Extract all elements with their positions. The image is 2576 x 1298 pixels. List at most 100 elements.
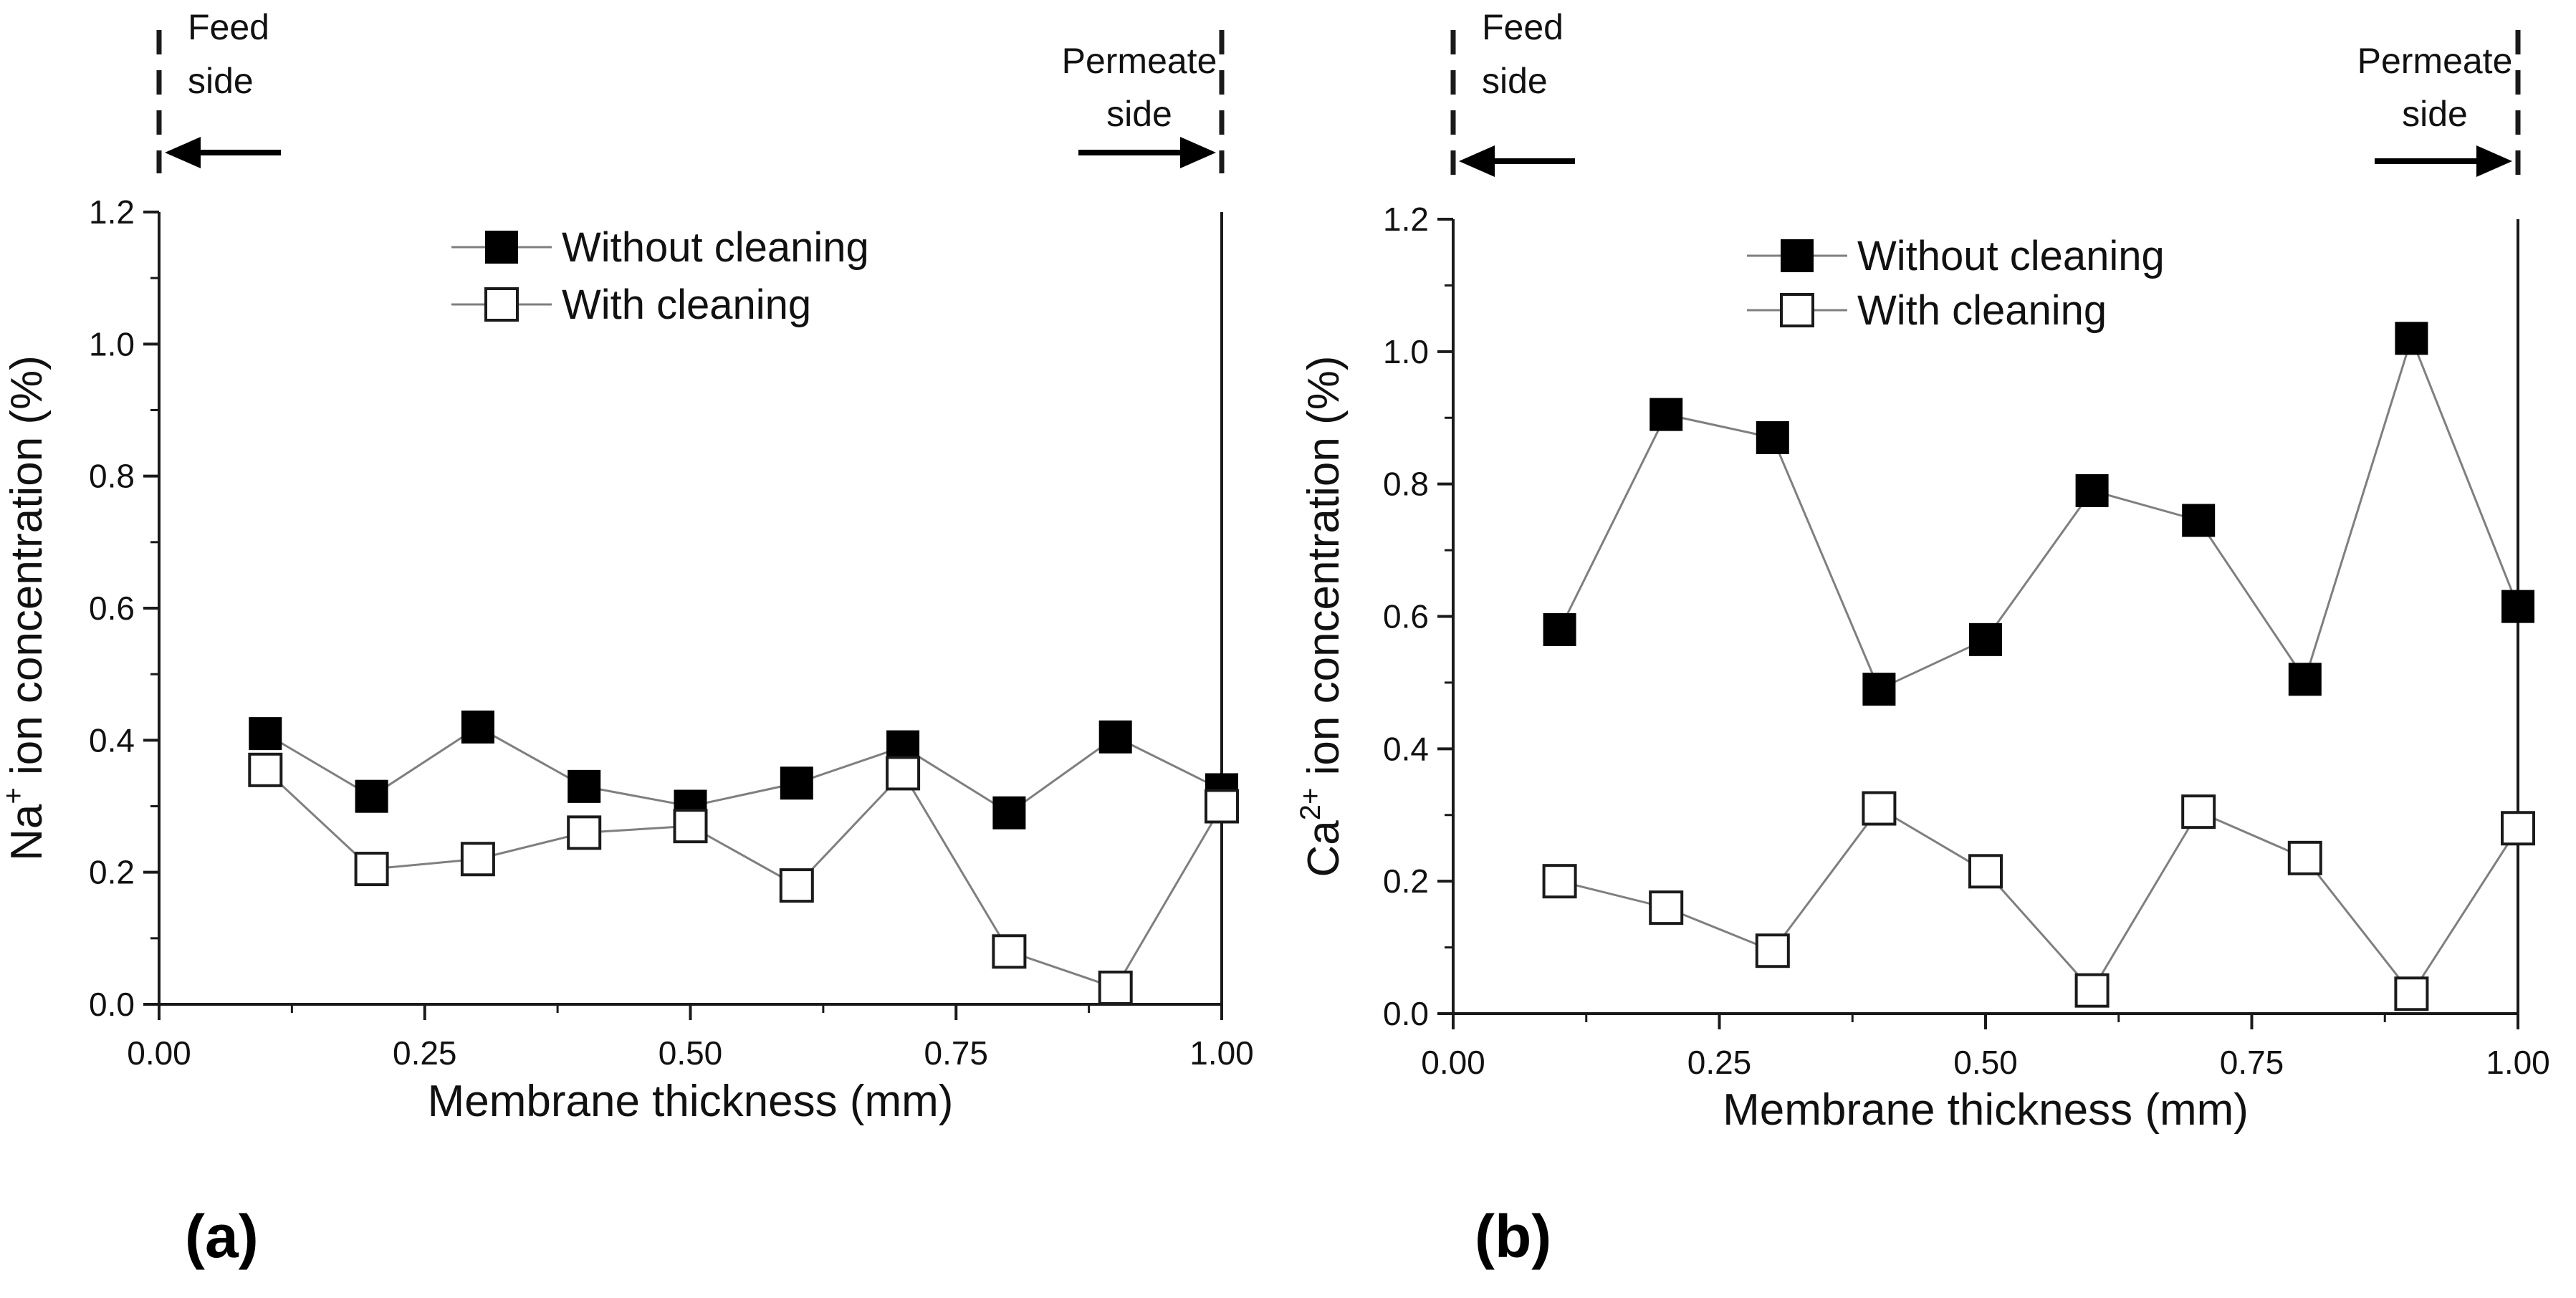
with-cleaning-point [1205, 789, 1239, 824]
x-tick-label: 1.00 [2486, 1044, 2550, 1081]
without-cleaning-point [568, 769, 601, 803]
legend-label: Without cleaning [562, 224, 869, 271]
legend-label: Without cleaning [1857, 233, 2165, 279]
without-cleaning-point [461, 710, 494, 744]
permeate-label-line1: Permeate [1062, 41, 1217, 81]
panel-label: (b) [1475, 1203, 1551, 1270]
feed-label-line2: side [1482, 61, 1548, 101]
with-cleaning-point [460, 842, 495, 877]
with-cleaning-point [2287, 840, 2322, 875]
y-tick-label: 1.2 [1383, 201, 1429, 238]
without-cleaning-point [2182, 504, 2216, 537]
permeate-arrow-right-icon [1180, 137, 1216, 168]
legend-label: With cleaning [1857, 287, 2107, 334]
y-tick-label: 0.4 [1383, 730, 1429, 767]
permeate-arrow-right-icon [2476, 145, 2512, 177]
legend-marker-open-square-icon [1780, 293, 1814, 327]
y-axis-title: Na+ ion concentration (%) [0, 355, 52, 861]
series-line-with-cleaning [264, 769, 1223, 989]
y-axis-title-rest: ion concentration (%) [2, 355, 52, 787]
without-cleaning-point [2288, 663, 2322, 696]
without-cleaning-point [2501, 590, 2534, 623]
with-cleaning-point [567, 815, 602, 850]
y-axis-title-rest: ion concentration (%) [1299, 356, 1349, 788]
without-cleaning-point [2395, 322, 2428, 355]
feed-label-line2: side [188, 61, 254, 101]
with-cleaning-point [779, 868, 814, 903]
y-tick-label: 0.4 [89, 721, 135, 759]
x-tick-label: 0.75 [2220, 1044, 2284, 1081]
with-cleaning-point [1649, 890, 1684, 926]
series-line-with-cleaning [1559, 807, 2519, 996]
feed-arrow-left-icon [1459, 145, 1495, 177]
x-tick-label: 0.00 [127, 1034, 191, 1072]
without-cleaning-point [992, 796, 1026, 830]
without-cleaning-point [355, 779, 388, 813]
without-cleaning-point [249, 717, 282, 751]
legend-label: With cleaning [562, 282, 811, 328]
without-cleaning-point [1756, 420, 1789, 454]
without-cleaning-point [1543, 612, 1576, 646]
legend-marker-filled-square-icon [1781, 239, 1814, 272]
without-cleaning-point [780, 766, 813, 800]
without-cleaning-point [2075, 473, 2109, 507]
y-tick-label: 1.2 [89, 193, 135, 231]
y-tick-label: 0.2 [1383, 862, 1429, 900]
y-axis-title-ion: Na [2, 804, 52, 861]
with-cleaning-point [248, 752, 283, 787]
x-axis-title: Membrane thickness (mm) [1723, 1085, 2249, 1135]
y-tick-label: 0.0 [89, 986, 135, 1023]
with-cleaning-point [2394, 976, 2429, 1011]
x-tick-label: 0.00 [1421, 1044, 1485, 1081]
with-cleaning-point [1968, 854, 2003, 889]
y-tick-label: 0.2 [89, 854, 135, 891]
with-cleaning-point [1755, 933, 1790, 968]
y-tick-label: 0.6 [89, 590, 135, 627]
without-cleaning-point [1969, 622, 2002, 656]
y-tick-label: 0.6 [1383, 598, 1429, 635]
with-cleaning-point [886, 756, 921, 791]
without-cleaning-point [1862, 673, 1896, 706]
y-tick-label: 0.8 [89, 458, 135, 495]
series-line-without-cleaning [1558, 335, 2519, 691]
x-tick-label: 0.50 [659, 1034, 723, 1072]
with-cleaning-point [1098, 970, 1133, 1005]
panel-label: (a) [185, 1203, 259, 1270]
with-cleaning-point [992, 934, 1027, 969]
y-axis-title-ion: Ca [1299, 820, 1349, 878]
feed-label-line1: Feed [188, 7, 269, 47]
y-axis-title: Ca2+ ion concentration (%) [1295, 356, 1349, 878]
with-cleaning-point [1862, 791, 1897, 826]
with-cleaning-point [354, 852, 389, 887]
permeate-label-line2: side [2402, 94, 2468, 134]
with-cleaning-point [1542, 864, 1577, 899]
y-axis-title-charge: 2+ [1295, 788, 1326, 821]
y-axis-title-charge: + [0, 787, 29, 804]
x-tick-label: 0.50 [1953, 1044, 2018, 1081]
x-tick-label: 0.75 [924, 1034, 988, 1072]
y-tick-label: 0.8 [1383, 466, 1429, 503]
y-tick-label: 1.0 [1383, 333, 1429, 370]
with-cleaning-point [673, 809, 708, 844]
without-cleaning-point [1649, 398, 1683, 431]
legend-marker-filled-square-icon [485, 231, 518, 264]
x-tick-label: 0.25 [393, 1034, 457, 1072]
x-axis-title: Membrane thickness (mm) [428, 1077, 954, 1126]
feed-label-line1: Feed [1482, 7, 1564, 47]
permeate-label-line1: Permeate [2357, 41, 2513, 81]
y-tick-label: 1.0 [89, 325, 135, 362]
without-cleaning-point [1098, 720, 1132, 754]
with-cleaning-point [2074, 973, 2110, 1008]
x-tick-label: 1.00 [1189, 1034, 1254, 1072]
with-cleaning-point [2181, 794, 2216, 830]
series-line-without-cleaning [264, 726, 1222, 814]
legend-marker-open-square-icon [484, 287, 519, 322]
permeate-label-line2: side [1106, 94, 1172, 134]
with-cleaning-point [2501, 811, 2535, 846]
x-tick-label: 0.25 [1687, 1044, 1752, 1081]
feed-arrow-left-icon [165, 137, 201, 168]
y-tick-label: 0.0 [1383, 995, 1429, 1032]
